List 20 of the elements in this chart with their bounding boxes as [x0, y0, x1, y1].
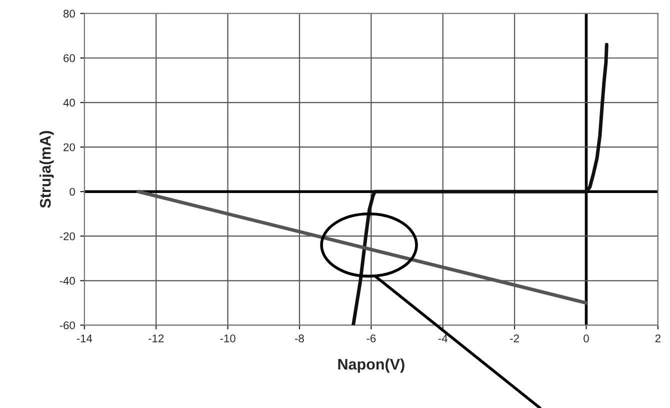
x-tick-label: -8	[295, 334, 304, 342]
y-tick-label: 40	[63, 98, 75, 107]
x-tick-label: -4	[438, 334, 448, 342]
x-tick-label: -12	[148, 334, 164, 342]
y-tick-label: 60	[64, 54, 75, 62]
y-tick-label: 80	[64, 10, 75, 18]
line-series	[352, 42, 608, 326]
y-tick-label: 0	[70, 188, 75, 196]
y-tick-label: -60	[60, 321, 75, 330]
x-tick-label: 0	[584, 334, 589, 342]
y-axis-title: Struja(mA)	[40, 131, 54, 208]
x-tick-label: -10	[220, 334, 236, 342]
x-axis-title: Napon(V)	[338, 358, 404, 373]
y-tick-label: 20	[64, 143, 75, 152]
y-tick-label: -40	[60, 276, 75, 285]
y-tick-label: -20	[60, 232, 75, 240]
x-tick-label: -2	[510, 334, 519, 342]
x-tick-label: -6	[366, 334, 376, 342]
x-tick-label: 2	[655, 334, 660, 342]
x-tick-label: -14	[76, 334, 92, 342]
